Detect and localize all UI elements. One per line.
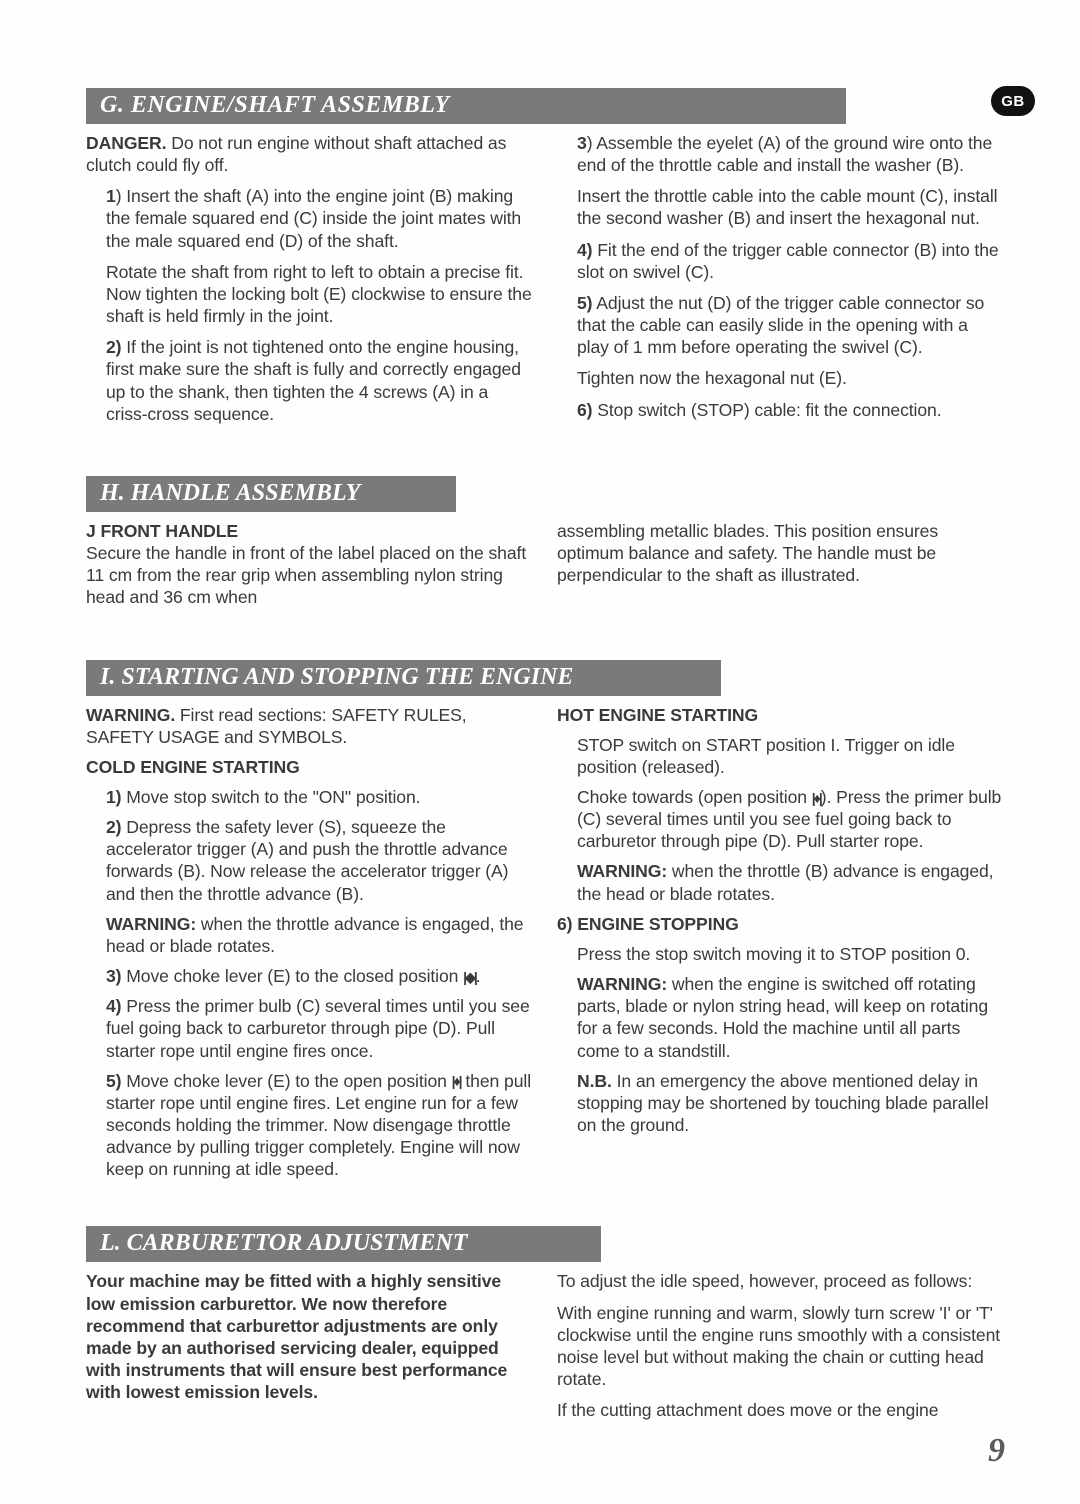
page-number: 9 bbox=[988, 1432, 1005, 1470]
i-stop-hdr: 6) ENGINE STOPPING bbox=[557, 913, 1004, 935]
section-g-header: G. ENGINE/SHAFT ASSEMBLY bbox=[86, 88, 846, 124]
g-right-3b: Insert the throttle cable into the cable… bbox=[577, 185, 1004, 229]
i-r2c-label: WARNING: bbox=[577, 861, 667, 881]
i-l5-num: 5) bbox=[106, 1071, 121, 1091]
g-right-5-num: 5) bbox=[577, 293, 592, 313]
i-cold-hdr: COLD ENGINE STARTING bbox=[86, 756, 533, 778]
section-i-body: WARNING. First read sections: SAFETY RUL… bbox=[86, 704, 1004, 1189]
g-right-6-num: 6) bbox=[577, 400, 592, 420]
choke-closed-icon: |◆| bbox=[463, 969, 476, 987]
choke-open-icon-2: |♦| bbox=[812, 790, 821, 808]
choke-open-icon: |♦| bbox=[452, 1073, 461, 1091]
g-right-4: Fit the end of the trigger cable connect… bbox=[577, 240, 999, 282]
h-right-1: assembling metallic blades. This positio… bbox=[557, 520, 1004, 586]
section-i-header: I. STARTING AND STOPPING THE ENGINE bbox=[86, 660, 721, 696]
g-left-2: If the joint is not tightened onto the e… bbox=[106, 337, 521, 423]
h-sub: J FRONT HANDLE bbox=[86, 520, 533, 542]
i-l4: Press the primer bulb (C) several times … bbox=[106, 996, 530, 1060]
g-left-2-num: 2) bbox=[106, 337, 121, 357]
g-left-1: ) Insert the shaft (A) into the engine j… bbox=[106, 186, 521, 250]
g-left-1-num: 1 bbox=[106, 186, 116, 206]
i-r3: Press the stop switch moving it to STOP … bbox=[577, 943, 1004, 965]
g-right-3-num: 3 bbox=[577, 133, 587, 153]
i-l4-num: 4) bbox=[106, 996, 121, 1016]
section-l-body: Your machine may be fitted with a highly… bbox=[86, 1270, 1004, 1430]
l-right-1: To adjust the idle speed, however, proce… bbox=[557, 1270, 1004, 1292]
i-l3a: Move choke lever (E) to the closed posit… bbox=[121, 966, 463, 986]
i-r5-label: N.B. bbox=[577, 1071, 612, 1091]
g-left-1b: Rotate the shaft from right to left to o… bbox=[106, 261, 533, 327]
i-r2a: Choke towards (open position bbox=[577, 787, 812, 807]
i-warn-label: WARNING. bbox=[86, 705, 175, 725]
g-right-3: ) Assemble the eyelet (A) of the ground … bbox=[577, 133, 992, 175]
language-badge: GB bbox=[991, 86, 1035, 116]
i-r5: In an emergency the above mentioned dela… bbox=[577, 1071, 988, 1135]
i-l3b: . bbox=[476, 966, 481, 986]
i-l1-num: 1) bbox=[106, 787, 121, 807]
g-right-5: Adjust the nut (D) of the trigger cable … bbox=[577, 293, 984, 357]
section-h-body: J FRONT HANDLE Secure the handle in fron… bbox=[86, 520, 1004, 618]
section-g-body: DANGER. Do not run engine without shaft … bbox=[86, 132, 1004, 434]
h-left-1: Secure the handle in front of the label … bbox=[86, 542, 533, 608]
l-left-1: Your machine may be fitted with a highly… bbox=[86, 1270, 533, 1403]
section-h-header: H. HANDLE ASSEMBLY bbox=[86, 476, 456, 512]
i-hot-hdr: HOT ENGINE STARTING bbox=[557, 704, 1004, 726]
i-l1: Move stop switch to the "ON" position. bbox=[121, 787, 420, 807]
i-l2-num: 2) bbox=[106, 817, 121, 837]
l-right-3: If the cutting attachment does move or t… bbox=[557, 1399, 1004, 1421]
g-right-5b: Tighten now the hexagonal nut (E). bbox=[577, 367, 1004, 389]
i-l2: Depress the safety lever (S), squeeze th… bbox=[106, 817, 508, 903]
danger-label: DANGER. bbox=[86, 133, 166, 153]
g-right-6: Stop switch (STOP) cable: fit the connec… bbox=[592, 400, 941, 420]
i-l5a: Move choke lever (E) to the open positio… bbox=[121, 1071, 451, 1091]
section-l-header: L. CARBURETTOR ADJUSTMENT bbox=[86, 1226, 601, 1262]
g-right-4-num: 4) bbox=[577, 240, 592, 260]
i-l3-num: 3) bbox=[106, 966, 121, 986]
i-r1: STOP switch on START position I. Trigger… bbox=[577, 734, 1004, 778]
l-right-2: With engine running and warm, slowly tur… bbox=[557, 1302, 1004, 1391]
i-r4-label: WARNING: bbox=[577, 974, 667, 994]
i-l2b-label: WARNING: bbox=[106, 914, 196, 934]
